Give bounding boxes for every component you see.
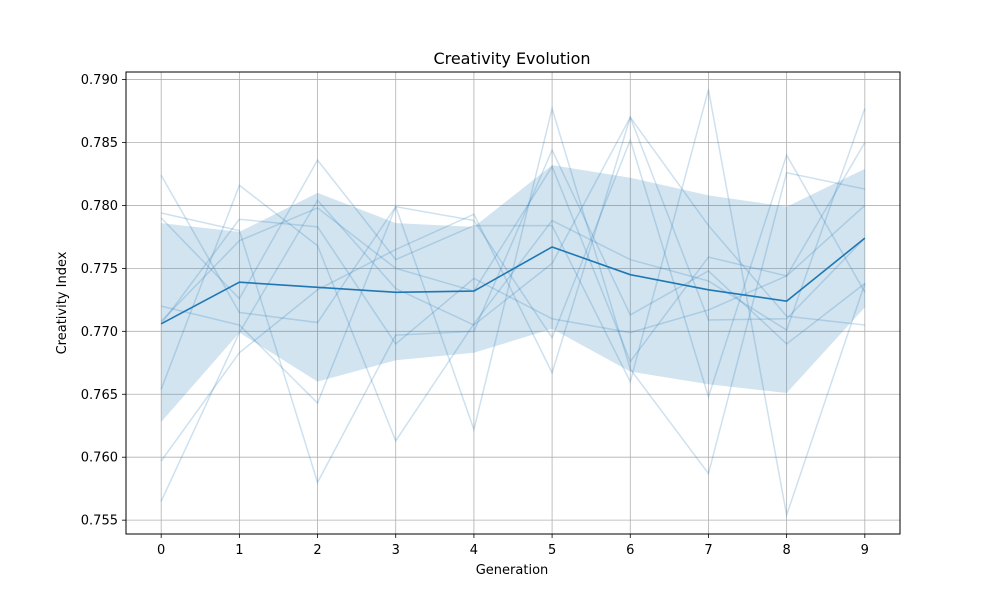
y-tick-label: 0.760 [81,451,118,466]
x-axis-label: Generation [476,563,549,578]
confidence-band-layer [161,165,865,422]
run-line-4 [160,142,866,346]
y-tick-label: 0.765 [81,388,118,403]
run-line-7 [160,115,865,502]
y-tick-label: 0.775 [81,262,118,277]
run-line-8 [160,115,866,462]
run-lines-layer [160,89,866,519]
plot-frame [125,71,901,535]
run-line-3 [160,89,866,519]
x-tick-label: 1 [235,543,243,558]
x-tick-label: 9 [861,543,869,558]
mean-line-layer [160,237,866,325]
y-tick-label: 0.755 [81,514,118,529]
x-tick-label: 7 [704,543,712,558]
y-tick-label: 0.770 [81,325,118,340]
y-tick-label: 0.790 [81,73,118,88]
run-line-1 [160,137,866,400]
x-tick-label: 6 [626,543,634,558]
x-tick-label: 4 [470,543,478,558]
y-tick-label: 0.780 [81,199,118,214]
x-tick-label: 3 [392,543,400,558]
x-axis-ticks: 0 1 2 3 4 5 6 7 8 9 [157,534,869,558]
run-line-9 [160,164,866,364]
run-line-6 [160,108,866,443]
y-tick-label: 0.785 [81,136,118,151]
y-axis-label: Creativity Index [55,251,70,354]
grid-lines [126,72,900,534]
confidence-band [161,165,865,422]
chart-title: Creativity Evolution [433,49,590,68]
x-tick-label: 0 [157,543,165,558]
x-tick-label: 5 [548,543,556,558]
x-tick-label: 2 [313,543,321,558]
run-line-2 [161,148,866,485]
mean-line [160,237,866,325]
y-axis-ticks: 0.755 0.760 0.765 0.770 0.775 0.780 0.785 0.790 [81,73,126,529]
x-tick-label: 8 [782,543,790,558]
